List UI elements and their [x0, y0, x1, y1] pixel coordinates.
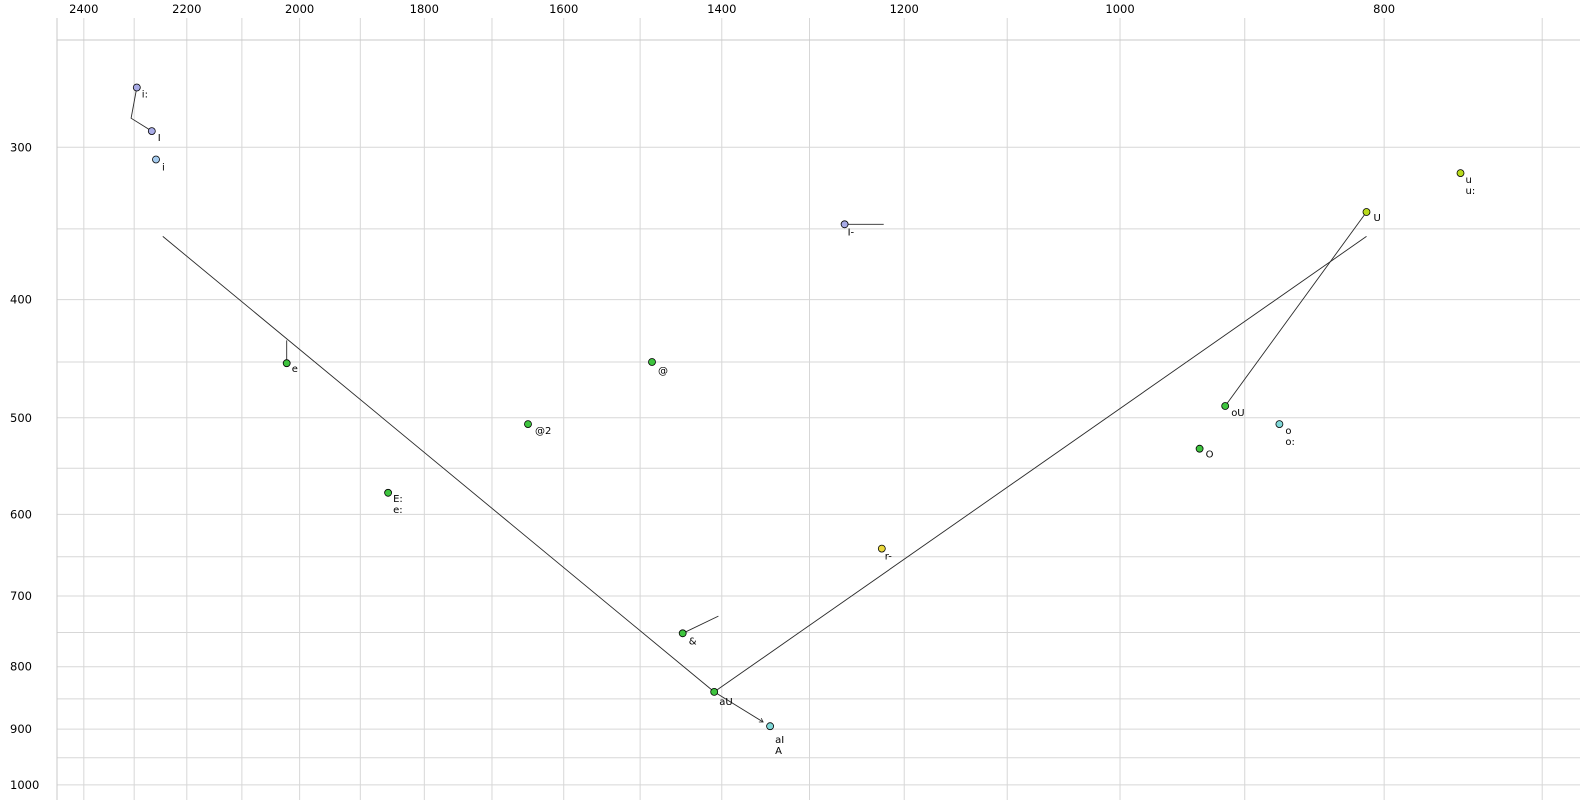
- x-tick-label-2400: 2400: [69, 2, 98, 16]
- y-tick-label-300: 300: [10, 140, 32, 154]
- x-tick-label-2000: 2000: [285, 2, 314, 16]
- data-point-ash: [678, 629, 687, 638]
- data-point-i-long: [132, 83, 141, 92]
- point-label-schwa2: @2: [535, 426, 551, 437]
- oU-to-U-trajectory-line: [1224, 211, 1367, 407]
- x-tick-label-1800: 1800: [410, 2, 439, 16]
- y-tick-label-900: 900: [10, 722, 32, 736]
- point-label-o-long: o: [1285, 426, 1291, 437]
- point-label-schwa: @: [658, 366, 668, 377]
- data-point-i-short: [152, 155, 160, 164]
- x-tick-label-1200: 1200: [890, 2, 919, 16]
- data-point-oU: [1221, 402, 1230, 410]
- point-label-oU: oU: [1231, 408, 1244, 419]
- point-label-aI: aI: [775, 735, 784, 746]
- aU-to-aI-trajectory-line: [713, 691, 764, 723]
- point-label-E-long-1: e:: [393, 505, 403, 516]
- point-label-o-long-1: o:: [1285, 437, 1295, 448]
- y-tick-label-500: 500: [10, 411, 32, 425]
- point-label-r-bar: r-: [885, 552, 892, 563]
- data-point-schwa: [648, 358, 656, 366]
- data-point-aU: [710, 688, 719, 696]
- x-tick-label-2200: 2200: [172, 2, 201, 16]
- y-tick-label-400: 400: [10, 293, 32, 307]
- point-label-e: e: [292, 364, 298, 375]
- i-long-trajectory-line: [130, 87, 153, 132]
- point-label-E-long: E:: [393, 494, 403, 505]
- point-label-i-short: i: [162, 163, 165, 174]
- x-tick-label-800: 800: [1373, 2, 1395, 16]
- data-point-u-long: [1456, 169, 1465, 178]
- point-label-I-bar: I-: [848, 227, 855, 238]
- data-point-E-long: [384, 488, 393, 497]
- point-label-aI-1: A: [775, 746, 782, 757]
- y-tick-label-600: 600: [10, 507, 32, 521]
- data-point-I-bar: [840, 220, 849, 229]
- ash-offglide-tail-line: [682, 615, 719, 634]
- data-point-aI: [766, 722, 774, 731]
- data-point-I-mid: [147, 127, 156, 136]
- point-label-U: U: [1374, 213, 1381, 224]
- x-tick-label-1400: 1400: [707, 2, 736, 16]
- point-label-i-long: i:: [142, 90, 148, 101]
- data-point-U: [1362, 208, 1371, 216]
- point-label-ash: &: [689, 636, 697, 647]
- y-tick-label-700: 700: [10, 589, 32, 603]
- data-point-O: [1195, 444, 1204, 453]
- point-label-aU: aU: [719, 697, 732, 708]
- point-label-u-long: u: [1466, 175, 1472, 186]
- vowel-space-left-side-line: [162, 236, 715, 693]
- data-point-schwa2: [524, 420, 532, 429]
- y-tick-label-1000: 1000: [10, 778, 39, 792]
- point-label-O: O: [1206, 450, 1214, 461]
- vowel-space-right-side-line: [713, 236, 1367, 693]
- data-point-r-bar: [877, 544, 886, 553]
- x-tick-label-1000: 1000: [1105, 2, 1134, 16]
- y-tick-label-800: 800: [10, 660, 32, 674]
- x-tick-label-1600: 1600: [549, 2, 578, 16]
- data-point-e: [282, 359, 291, 368]
- point-label-u-long-1: u:: [1466, 186, 1476, 197]
- point-label-I-mid: I: [158, 133, 161, 144]
- data-point-o-long: [1275, 420, 1284, 429]
